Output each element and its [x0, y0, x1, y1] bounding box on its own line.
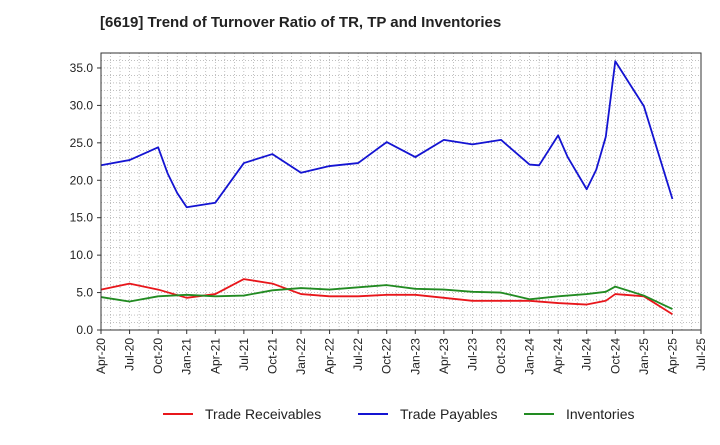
- x-axis: Apr-20 Jul-20 Oct-20 Jan-21 Apr-21 Jul-21 Oct-…: [94, 330, 708, 375]
- legend: Trade Receivables Trade Payables Inventori…: [163, 406, 634, 422]
- series-line-inventories: [100, 284, 673, 310]
- x-tick-label: Oct-22: [380, 338, 394, 374]
- x-tick-label: Jan-25: [637, 338, 651, 375]
- y-tick-label: 20.0: [70, 173, 94, 187]
- legend-label: Trade Payables: [400, 406, 498, 422]
- legend-label: Inventories: [566, 406, 634, 422]
- y-tick-label: 5.0: [76, 286, 93, 300]
- x-tick-label: Apr-23: [437, 338, 451, 374]
- x-tick-label: Apr-22: [323, 338, 337, 374]
- grid-lines: [101, 53, 701, 330]
- plot-area-frame: [100, 52, 702, 331]
- x-tick-label: Apr-24: [551, 338, 565, 374]
- x-tick-label: Apr-20: [94, 338, 108, 374]
- x-tick-label: Oct-20: [151, 338, 165, 374]
- x-tick-label: Oct-23: [494, 338, 508, 374]
- y-tick-label: 25.0: [70, 136, 94, 150]
- x-tick-label: Jan-21: [180, 338, 194, 375]
- x-tick-label: Jul-24: [580, 338, 594, 371]
- y-tick-label: 0.0: [76, 323, 93, 337]
- x-tick-label: Jul-20: [123, 338, 137, 371]
- x-tick-label: Apr-21: [208, 338, 222, 374]
- x-tick-label: Jul-23: [465, 338, 479, 371]
- chart-title: [6619] Trend of Turnover Ratio of TR, TP…: [100, 14, 502, 31]
- y-tick-label: 30.0: [70, 98, 94, 112]
- x-tick-label: Jul-21: [237, 338, 251, 371]
- x-tick-label: Jan-24: [523, 338, 537, 375]
- x-tick-label: Apr-25: [665, 338, 679, 374]
- x-tick-label: Oct-21: [265, 338, 279, 374]
- y-axis: 0.0 5.0 10.0 15.0 20.0 25.0 30.0 35.0: [70, 61, 101, 337]
- series-line-trade-payables: [100, 60, 674, 209]
- x-tick-label: Jan-22: [294, 338, 308, 375]
- x-tick-label: Jan-23: [408, 338, 422, 375]
- x-tick-label: Oct-24: [608, 338, 622, 374]
- y-tick-label: 10.0: [70, 248, 94, 262]
- y-tick-label: 35.0: [70, 61, 94, 75]
- x-tick-label: Jul-22: [351, 338, 365, 371]
- series-lines: [100, 60, 674, 316]
- legend-label: Trade Receivables: [205, 406, 321, 422]
- y-tick-label: 15.0: [70, 211, 94, 225]
- x-tick-label: Jul-25: [694, 338, 708, 371]
